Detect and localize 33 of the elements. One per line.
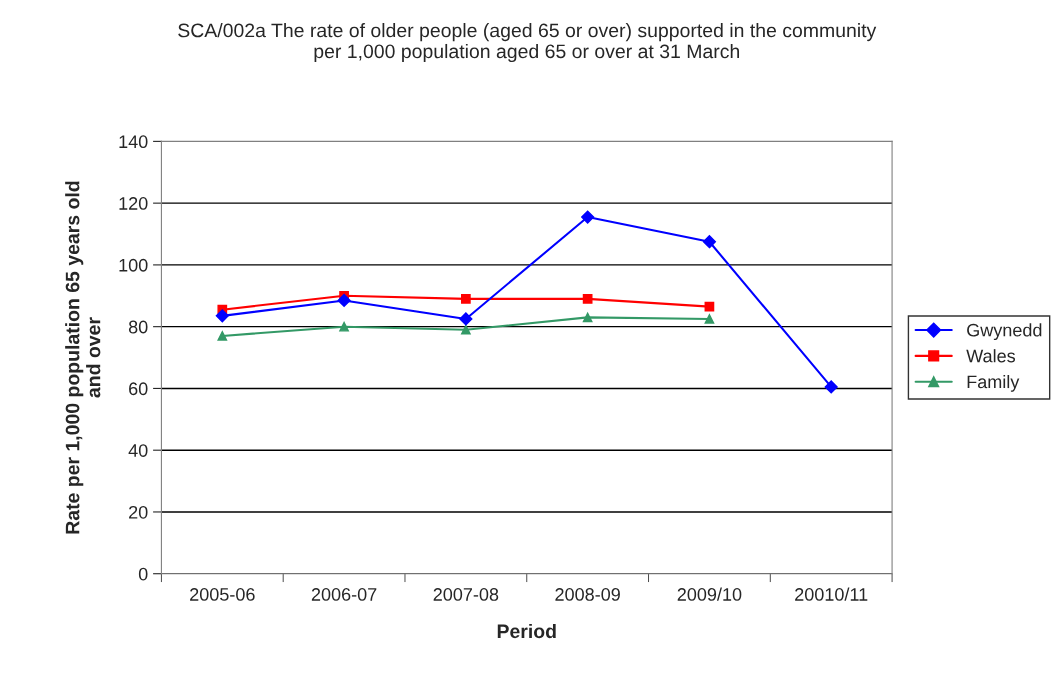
y-axis-title: Rate per 1,000 population 65 years old and over	[65, 181, 101, 534]
legend-label: Family	[967, 374, 1020, 392]
point	[459, 312, 473, 326]
y-tick-label: 140	[119, 135, 148, 149]
point	[702, 235, 717, 249]
x-tick-label: 2009/10	[677, 587, 742, 601]
legend-label: Wales	[966, 349, 1016, 363]
y-tick-label: 100	[119, 258, 148, 272]
y-tick-label: 80	[128, 320, 148, 334]
y-tick-label: 120	[119, 197, 148, 210]
point	[215, 309, 229, 323]
x-tick-label: 2005-06	[190, 588, 255, 601]
legend-label: Gwynedd	[967, 323, 1042, 341]
point	[582, 312, 593, 323]
y-tick-label: 60	[129, 382, 148, 396]
x-tick-label: 20010/11	[795, 587, 868, 601]
point	[704, 314, 715, 324]
x-tick-label: 2006-07	[311, 588, 377, 601]
point	[461, 324, 471, 335]
y-tick-label: 20	[129, 505, 148, 519]
y-tick-label: 0	[138, 567, 148, 581]
x-tick-label: 2008-09	[555, 588, 620, 601]
y-tick-label: 40	[128, 444, 148, 457]
point	[461, 294, 471, 304]
point	[581, 210, 595, 224]
x-tick-label: 2007-08	[433, 588, 499, 601]
point	[582, 294, 593, 304]
point	[217, 331, 228, 341]
point	[337, 293, 351, 308]
point	[824, 380, 838, 394]
x-axis-title: Period	[497, 623, 556, 639]
point	[339, 321, 349, 332]
chart-title: SCA/002a The rate of older people (aged 65 or over) supported in the community per 1,000 population aged 65 or over at 31 March	[178, 23, 877, 63]
